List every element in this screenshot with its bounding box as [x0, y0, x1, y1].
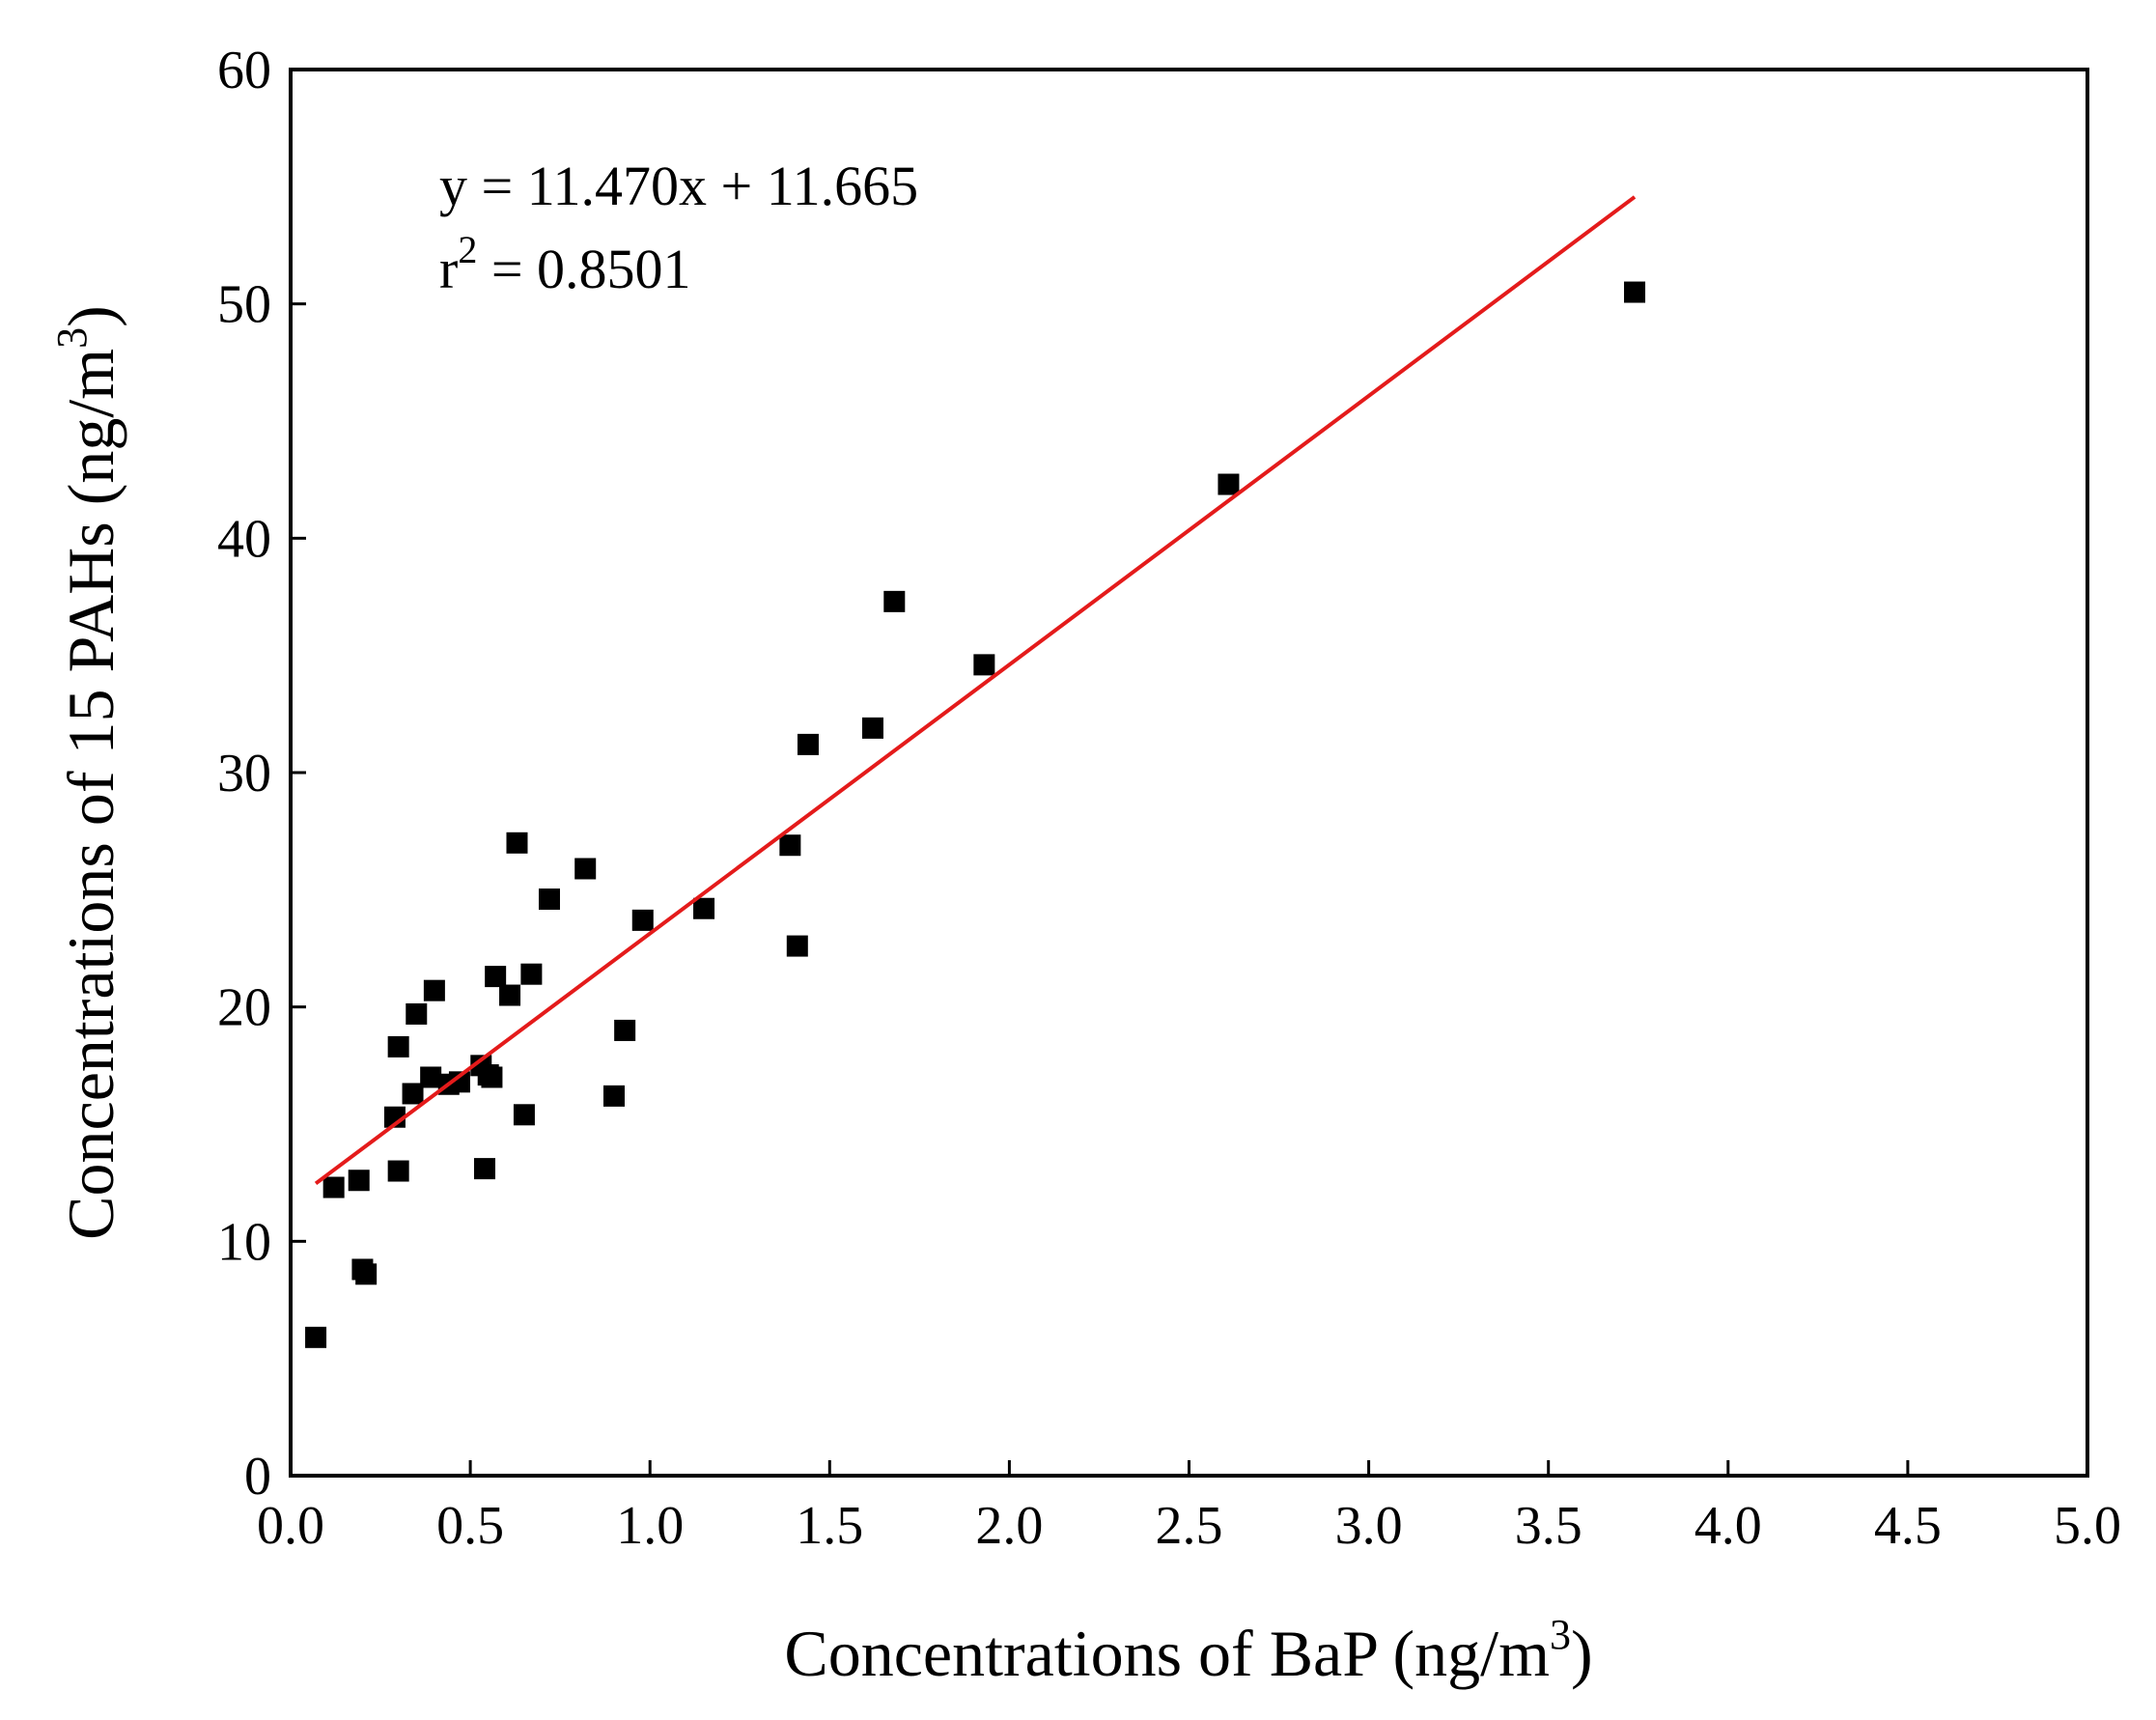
y-tick-label: 0	[244, 1447, 271, 1507]
y-tick-label: 10	[217, 1212, 271, 1272]
data-point	[693, 897, 715, 919]
regression-line	[314, 195, 1637, 1186]
x-tick-label: 0.0	[257, 1496, 324, 1556]
data-point	[420, 1066, 442, 1088]
x-axis-title-main: Concentrations of BaP (ng/m	[784, 1617, 1550, 1690]
data-point	[602, 1085, 625, 1107]
r-squared-value: = 0.8501	[477, 238, 690, 300]
x-tick-label: 4.5	[1874, 1496, 1942, 1556]
data-point	[538, 888, 560, 911]
data-point	[1624, 281, 1646, 303]
data-point	[448, 1071, 470, 1093]
data-point	[786, 935, 808, 957]
r-squared-prefix: r	[439, 238, 458, 300]
y-axis-title-main: Concentrations of 15 PAHs (ng/m	[54, 349, 127, 1240]
y-axis-ticks: 0 10 20 30 40 50 60	[217, 41, 306, 1507]
y-axis-title-superscript: 3	[48, 327, 96, 349]
data-point	[305, 1326, 327, 1348]
data-point	[499, 984, 521, 1006]
x-tick-label: 5.0	[2054, 1496, 2121, 1556]
y-axis-title: Concentrations of 15 PAHs (ng/m3)	[48, 305, 127, 1240]
x-tick-label: 4.0	[1694, 1496, 1762, 1556]
data-point	[797, 733, 819, 755]
r-squared-superscript: 2	[458, 228, 477, 271]
r-squared-annotation: r2 = 0.8501	[439, 228, 691, 300]
data-point	[779, 834, 801, 857]
y-tick-label: 60	[217, 41, 271, 100]
regression-equation: y = 11.470x + 11.665	[439, 155, 918, 217]
x-tick-label: 2.5	[1156, 1496, 1223, 1556]
data-point	[520, 963, 543, 985]
data-point	[574, 858, 597, 880]
x-tick-label: 3.5	[1515, 1496, 1582, 1556]
x-axis-title-close: )	[1571, 1617, 1593, 1690]
x-axis-title: Concentrations of BaP (ng/m3)	[784, 1611, 1592, 1690]
data-point	[861, 717, 883, 739]
y-tick-label: 50	[217, 275, 271, 335]
data-point	[1218, 473, 1240, 495]
x-tick-label: 3.0	[1335, 1496, 1403, 1556]
data-point	[402, 1083, 424, 1105]
data-markers	[305, 281, 1646, 1348]
x-tick-label: 1.0	[616, 1496, 684, 1556]
data-point	[355, 1263, 378, 1285]
y-tick-label: 40	[217, 509, 271, 569]
data-point	[506, 832, 528, 854]
x-axis-ticks: 0.0 0.5 1.0 1.5 2.0 2.5 3.0 3.5 4.0 4.5 5.0	[257, 1460, 2121, 1556]
y-axis-title-close: )	[54, 305, 127, 327]
x-axis-title-superscript: 3	[1550, 1611, 1571, 1658]
data-point	[473, 1158, 495, 1180]
data-point	[614, 1019, 636, 1041]
data-point	[423, 979, 445, 1001]
x-tick-label: 1.5	[796, 1496, 863, 1556]
data-point	[883, 590, 906, 612]
data-point	[513, 1104, 535, 1126]
data-point	[387, 1035, 409, 1057]
x-tick-label: 0.5	[436, 1496, 504, 1556]
y-tick-label: 20	[217, 978, 271, 1038]
data-point	[387, 1160, 409, 1182]
data-point	[348, 1170, 370, 1192]
data-point	[322, 1176, 345, 1198]
data-point	[973, 654, 995, 676]
y-tick-label: 30	[217, 744, 271, 804]
data-point	[406, 1002, 428, 1025]
data-point	[631, 909, 654, 931]
data-point	[485, 966, 507, 988]
data-point	[481, 1066, 503, 1088]
x-tick-label: 2.0	[975, 1496, 1043, 1556]
